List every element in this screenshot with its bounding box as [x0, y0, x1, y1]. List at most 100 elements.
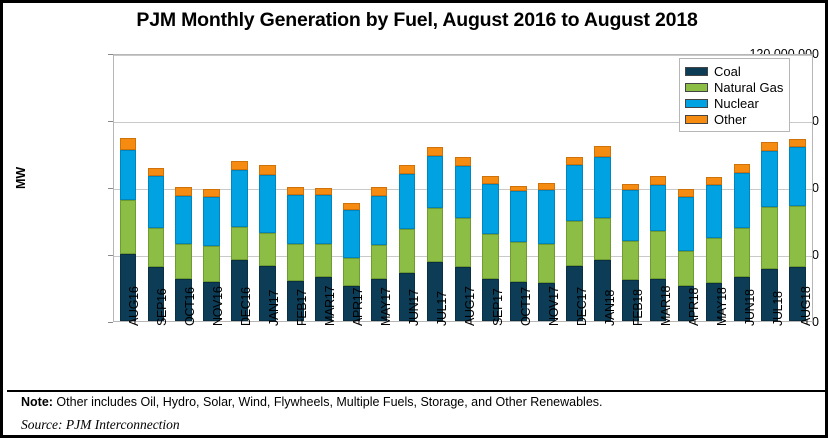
bar-segment-coal[interactable] [677, 286, 695, 321]
bar-segment-nuc[interactable] [398, 173, 416, 230]
bar-segment-gas[interactable] [482, 233, 500, 279]
bar-segment-nuc[interactable] [705, 184, 723, 239]
bar-segment-nuc[interactable] [566, 164, 583, 221]
bar-segment-oth[interactable] [761, 142, 779, 152]
bar-segment-nuc[interactable] [482, 183, 500, 234]
bar-segment-coal[interactable] [398, 272, 416, 321]
bar-column[interactable] [398, 55, 416, 321]
bar-segment-gas[interactable] [175, 243, 193, 279]
legend-item-gas[interactable]: Natural Gas [685, 79, 783, 95]
bar-segment-coal[interactable] [705, 283, 723, 321]
bar-segment-gas[interactable] [733, 228, 751, 278]
bar-segment-oth[interactable] [314, 188, 332, 195]
bar-segment-gas[interactable] [705, 238, 723, 284]
bar-segment-coal[interactable] [733, 277, 751, 321]
bar-segment-oth[interactable] [370, 187, 388, 196]
bar-segment-oth[interactable] [119, 137, 137, 151]
bar-column[interactable] [314, 55, 332, 321]
bar-segment-oth[interactable] [175, 187, 193, 196]
bar-column[interactable] [231, 55, 248, 321]
bar-column[interactable] [454, 55, 472, 321]
bar-segment-nuc[interactable] [510, 191, 527, 242]
bar-segment-oth[interactable] [789, 139, 806, 147]
bar-column[interactable] [789, 55, 806, 321]
bar-segment-gas[interactable] [231, 227, 248, 260]
bar-segment-nuc[interactable] [370, 195, 388, 246]
bar-segment-oth[interactable] [398, 164, 416, 174]
bar-column[interactable] [203, 55, 220, 321]
bar-segment-oth[interactable] [566, 156, 583, 165]
bar-segment-gas[interactable] [789, 206, 806, 268]
bar-segment-oth[interactable] [677, 189, 695, 198]
bar-segment-gas[interactable] [454, 218, 472, 268]
bar-column[interactable] [426, 55, 444, 321]
bar-segment-coal[interactable] [649, 278, 667, 321]
bar-segment-gas[interactable] [370, 245, 388, 279]
bar-segment-nuc[interactable] [314, 194, 332, 244]
bar-segment-nuc[interactable] [454, 165, 472, 219]
legend-item-nuc[interactable]: Nuclear [685, 95, 783, 111]
bar-segment-nuc[interactable] [733, 172, 751, 229]
bar-segment-nuc[interactable] [175, 195, 193, 244]
bar-segment-oth[interactable] [733, 163, 751, 173]
bar-segment-gas[interactable] [677, 250, 695, 287]
bar-column[interactable] [538, 55, 555, 321]
bar-column[interactable] [510, 55, 527, 321]
bar-segment-oth[interactable] [287, 187, 304, 195]
bar-segment-coal[interactable] [510, 281, 527, 321]
bar-segment-gas[interactable] [119, 200, 137, 254]
bar-segment-oth[interactable] [147, 168, 165, 176]
bar-segment-coal[interactable] [259, 266, 276, 321]
bar-segment-nuc[interactable] [538, 190, 555, 244]
bar-segment-gas[interactable] [147, 228, 165, 268]
bar-segment-oth[interactable] [231, 161, 248, 171]
bar-column[interactable] [342, 55, 360, 321]
bar-segment-gas[interactable] [259, 232, 276, 267]
bar-segment-nuc[interactable] [231, 170, 248, 228]
bar-segment-nuc[interactable] [426, 155, 444, 209]
bar-segment-coal[interactable] [287, 280, 304, 321]
bar-segment-coal[interactable] [147, 267, 165, 321]
bar-segment-gas[interactable] [203, 246, 220, 282]
bar-segment-nuc[interactable] [649, 184, 667, 231]
bar-segment-gas[interactable] [538, 243, 555, 284]
bar-segment-oth[interactable] [621, 183, 639, 191]
bar-segment-nuc[interactable] [621, 190, 639, 241]
bar-segment-coal[interactable] [454, 267, 472, 321]
bar-segment-coal[interactable] [342, 286, 360, 321]
bar-segment-coal[interactable] [426, 261, 444, 321]
bar-segment-coal[interactable] [482, 278, 500, 321]
bar-column[interactable] [566, 55, 583, 321]
bar-segment-coal[interactable] [175, 278, 193, 321]
bar-column[interactable] [287, 55, 304, 321]
bar-column[interactable] [621, 55, 639, 321]
bar-segment-oth[interactable] [538, 182, 555, 191]
bar-segment-coal[interactable] [621, 279, 639, 321]
bar-segment-gas[interactable] [566, 220, 583, 267]
bar-segment-coal[interactable] [370, 278, 388, 321]
bar-segment-oth[interactable] [203, 189, 220, 198]
bar-segment-oth[interactable] [510, 185, 527, 192]
bar-column[interactable] [482, 55, 500, 321]
bar-segment-coal[interactable] [761, 268, 779, 321]
bar-segment-oth[interactable] [342, 202, 360, 211]
bar-segment-oth[interactable] [259, 164, 276, 175]
bar-segment-gas[interactable] [761, 207, 779, 269]
bar-segment-nuc[interactable] [342, 210, 360, 259]
bar-column[interactable] [733, 55, 751, 321]
bar-segment-nuc[interactable] [119, 150, 137, 201]
bar-segment-oth[interactable] [594, 145, 611, 157]
bar-column[interactable] [649, 55, 667, 321]
bar-column[interactable] [175, 55, 193, 321]
bar-segment-gas[interactable] [510, 241, 527, 282]
bar-segment-oth[interactable] [649, 175, 667, 185]
bar-segment-coal[interactable] [594, 259, 611, 321]
bar-segment-gas[interactable] [342, 258, 360, 287]
bar-segment-nuc[interactable] [203, 197, 220, 247]
bar-segment-nuc[interactable] [789, 146, 806, 206]
bar-segment-coal[interactable] [538, 283, 555, 321]
bar-segment-oth[interactable] [454, 156, 472, 166]
bar-segment-nuc[interactable] [677, 197, 695, 251]
legend-item-coal[interactable]: Coal [685, 63, 783, 79]
bar-segment-nuc[interactable] [147, 175, 165, 229]
